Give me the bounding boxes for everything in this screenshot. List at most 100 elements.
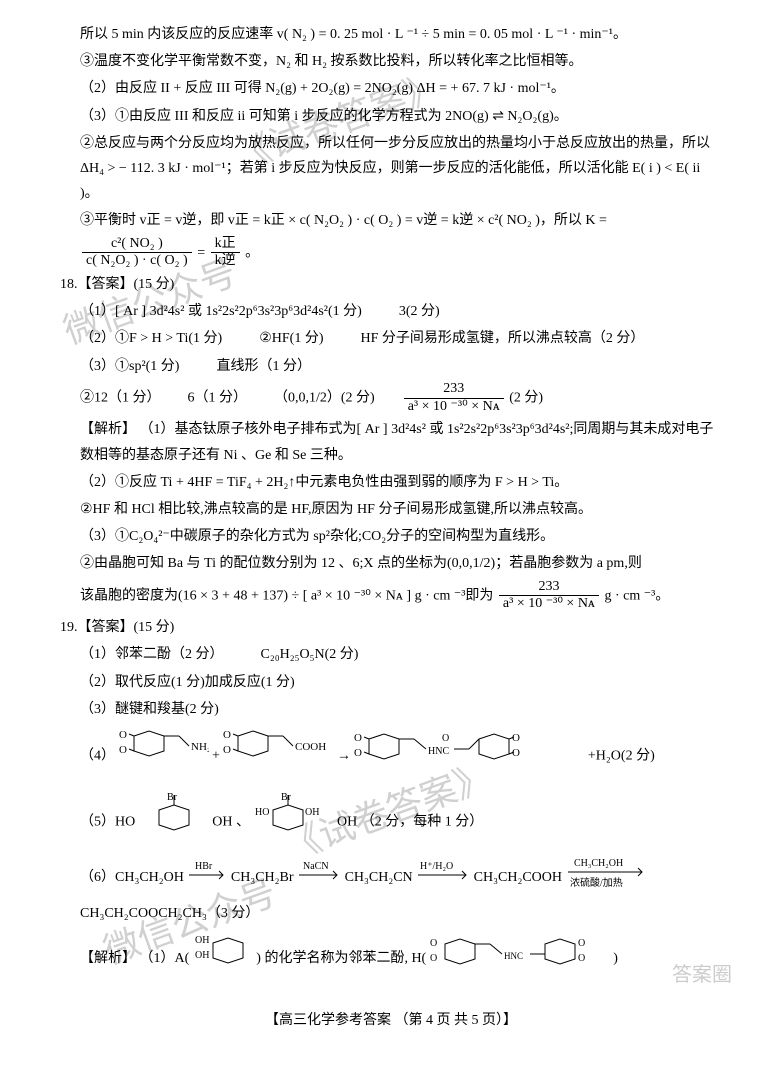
- svg-text:OH: OH: [195, 935, 209, 946]
- explanation: （3）①C₂O₄²⁻中碳原子的杂化方式为 sp²杂化;CO₂分子的空间构型为直线…: [60, 524, 722, 549]
- equals: =: [197, 245, 205, 260]
- explain-head: 【解析】: [80, 950, 136, 965]
- svg-text:O: O: [354, 732, 362, 744]
- chemical-structure: Br HO OH: [253, 790, 333, 854]
- svg-text:O: O: [223, 729, 231, 741]
- svg-text:COOH: COOH: [295, 741, 326, 753]
- explain-text: ): [613, 950, 618, 965]
- answer-part: （1）邻苯二酚（2 分）: [80, 647, 224, 662]
- answer-line: （2）①F > H > Ti(1 分) ②HF(1 分) HF 分子间易形成氢键…: [60, 326, 722, 351]
- reaction-arrow: HBr: [187, 859, 227, 896]
- explain-text: （1）基态钛原子核外电子排布式为[ Ar ] 3d²4s² 或 1s²2s²2p…: [80, 422, 713, 462]
- svg-text:O: O: [578, 938, 585, 949]
- svg-text:Br: Br: [281, 792, 292, 803]
- explain-head: 【解析】: [80, 422, 136, 437]
- answer-part: （3）①sp²(1 分): [80, 359, 179, 374]
- chemical-structure: Br: [139, 790, 209, 854]
- answer-part: ②HF(1 分): [259, 331, 323, 346]
- reagent: HBr: [195, 861, 213, 872]
- svg-text:O: O: [119, 744, 127, 756]
- answer-line: CH₃CH₂COOCH₂CH₃（3 分）: [60, 901, 722, 926]
- numerator: c²( NO₂ ): [82, 236, 192, 254]
- chem: CH₃CH₂COOH: [474, 870, 562, 885]
- answer-line: ②12（1 分） 6（1 分） （0,0,1/2）(2 分) 233 a³ × …: [60, 381, 722, 416]
- explanation: （2）①反应 Ti + 4HF = TiF₄ + 2H₂↑中元素电负性由强到弱的…: [60, 470, 722, 495]
- svg-text:CH₃CH₂OH: CH₃CH₂OH: [574, 858, 623, 869]
- svg-text:NaCN: NaCN: [303, 861, 329, 872]
- reaction-arrow: H⁺/H₂O: [416, 859, 470, 896]
- svg-text:OH: OH: [195, 950, 209, 961]
- answer-part: （1）[ Ar ] 3d²4s² 或 1s²2s²2p⁶3s²3p⁶3d²4s²…: [80, 304, 362, 319]
- svg-text:HNC: HNC: [428, 746, 449, 757]
- svg-text:O: O: [119, 729, 127, 741]
- answer-part: ②12（1 分）: [80, 390, 161, 405]
- numerator: k正: [211, 236, 240, 254]
- answer-part: （2 分，每种 1 分）: [361, 814, 484, 829]
- explain-text: g · cm ⁻³。: [604, 588, 669, 603]
- question-head: 19.【答案】(15 分): [60, 615, 722, 640]
- numerator: 233: [404, 381, 504, 399]
- explanation: ②由晶胞可知 Ba 与 Ti 的配位数分别为 12 、6;X 点的坐标为(0,0…: [60, 551, 722, 576]
- reaction-arrow: CH₃CH₂OH 浓硫酸/加热: [566, 856, 646, 899]
- svg-text:NH₂: NH₂: [191, 741, 209, 753]
- answer-part: 直线形（1 分）: [216, 359, 311, 374]
- chem: CH₃CH₂CN: [345, 870, 413, 885]
- svg-text:O: O: [512, 747, 520, 759]
- svg-text:H⁺/H₂O: H⁺/H₂O: [420, 861, 453, 872]
- svg-text:O: O: [430, 938, 437, 949]
- explanation: 该晶胞的密度为(16 × 3 + 48 + 137) ÷ [ a³ × 10 ⁻…: [60, 579, 722, 614]
- text: OH 、: [212, 814, 250, 829]
- chemical-structure: O O HNC O O O: [354, 724, 584, 788]
- answer-line: （2）取代反应(1 分)加成反应(1 分): [60, 670, 722, 695]
- svg-text:O: O: [223, 744, 231, 756]
- svg-text:O: O: [512, 732, 520, 744]
- period: 。: [245, 245, 259, 260]
- denominator: c( N₂O₂ ) · c( O₂ ): [82, 253, 192, 270]
- answer-line: （1）邻苯二酚（2 分） C₂₀H₂₅O₅N(2 分): [60, 642, 722, 667]
- chem: CH₃CH₂Br: [231, 870, 294, 885]
- svg-text:浓硫酸/加热: 浓硫酸/加热: [570, 876, 623, 889]
- explanation: 【解析】 （1）A( OH OH ) 的化学名称为邻苯二酚, H( O O HN…: [60, 929, 722, 988]
- explain-text: ) 的化学名称为邻苯二酚, H(: [256, 950, 426, 965]
- fraction: 233 a³ × 10 ⁻³⁰ × Nᴀ: [499, 579, 599, 614]
- answer-line: （1）[ Ar ] 3d²4s² 或 1s²2s²2p⁶3s²3p⁶3d²4s²…: [60, 299, 722, 324]
- eq-text: ③平衡时 v正 = v逆，即 v正 = k正 × c( N₂O₂ ) · c( …: [80, 213, 607, 228]
- svg-text:HO: HO: [255, 807, 269, 818]
- answer-part: C₂₀H₂₅O₅N(2 分): [261, 647, 359, 662]
- reaction-arrow: NaCN: [297, 859, 341, 896]
- answer-part: +H₂O(2 分): [588, 748, 655, 763]
- denominator: a³ × 10 ⁻³⁰ × Nᴀ: [404, 399, 504, 416]
- answer-line: （5）HO Br OH 、 Br HO OH OH （2 分，每种 1 分）: [60, 790, 722, 854]
- svg-text:HNC: HNC: [504, 951, 523, 961]
- arrow: →: [337, 748, 351, 763]
- answer-part: （2）①F > H > Ti(1 分): [80, 331, 222, 346]
- svg-text:O: O: [442, 733, 449, 744]
- label: （4）: [80, 748, 115, 763]
- answer-line: （3）醚键和羧基(2 分): [60, 697, 722, 722]
- svg-text:O: O: [430, 953, 437, 964]
- answer-line: （6）CH₃CH₂OH HBr CH₃CH₂Br NaCN CH₃CH₂CN H…: [60, 856, 722, 899]
- fraction: 233 a³ × 10 ⁻³⁰ × Nᴀ: [404, 381, 504, 416]
- denominator: a³ × 10 ⁻³⁰ × Nᴀ: [499, 596, 599, 613]
- explanation: 【解析】 （1）基态钛原子核外电子排布式为[ Ar ] 3d²4s² 或 1s²…: [60, 417, 722, 467]
- explain-text: 该晶胞的密度为(16 × 3 + 48 + 137) ÷ [ a³ × 10 ⁻…: [80, 588, 493, 603]
- answer-part: （0,0,1/2）(2 分): [274, 390, 375, 405]
- chemical-structure: NH₂ O O: [119, 726, 209, 785]
- text-line: ②总反应与两个分反应均为放热反应，所以任何一步分反应放出的热量均小于总反应放出的…: [60, 131, 722, 207]
- answer-part: 6（1 分）: [188, 390, 248, 405]
- answer-line: （4） NH₂ O O + COOH O O → O O: [60, 724, 722, 788]
- answer-line: （3）①sp²(1 分) 直线形（1 分）: [60, 354, 722, 379]
- explanation: ②HF 和 HCl 相比较,沸点较高的是 HF,原因为 HF 分子间易形成氢键,…: [60, 497, 722, 522]
- svg-text:O: O: [578, 953, 585, 964]
- svg-text:OH: OH: [305, 807, 319, 818]
- answer-part: HF 分子间易形成氢键，所以沸点较高（2 分）: [361, 331, 645, 346]
- text-line: ③温度不变化学平衡常数不变，N₂ 和 H₂ 按系数比投料，所以转化率之比恒相等。: [60, 49, 722, 74]
- answer-part: 3(2 分): [399, 304, 440, 319]
- denominator: k逆: [211, 253, 240, 270]
- fraction: k正 k逆: [211, 236, 240, 271]
- chemical-structure: OH OH: [193, 931, 253, 985]
- text-line: （2）由反应 II + 反应 III 可得 N₂(g) + 2O₂(g) = 2…: [60, 76, 722, 101]
- chemical-structure: COOH O O: [223, 726, 333, 785]
- svg-text:Br: Br: [167, 792, 178, 803]
- text-line: 所以 5 min 内该反应的反应速率 v( N₂ ) = 0. 25 mol ·…: [60, 22, 722, 47]
